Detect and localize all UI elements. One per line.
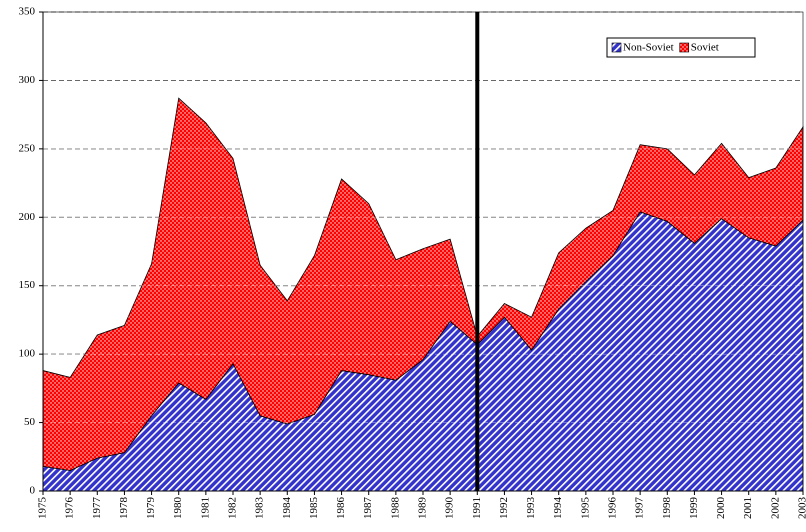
x-tick-label: 1978 (118, 497, 130, 520)
legend: Non-Soviet Soviet (606, 37, 756, 58)
x-tick-label: 1998 (661, 497, 673, 520)
x-tick-label: 1980 (172, 497, 184, 520)
x-tick-label: 1984 (281, 497, 293, 520)
x-tick-label: 1988 (389, 497, 401, 520)
y-tick-label: 300 (19, 74, 36, 86)
x-tick-label: 1976 (64, 497, 76, 520)
x-tick-label: 1977 (91, 497, 103, 520)
x-tick-label: 1989 (417, 497, 429, 520)
legend-swatch (611, 42, 622, 53)
legend-label: Soviet (691, 42, 719, 54)
x-tick-label: 1982 (227, 497, 239, 519)
x-tick-label: 1981 (199, 497, 211, 519)
x-tick-label: 2002 (769, 497, 781, 519)
x-tick-label: 1994 (552, 497, 564, 520)
y-tick-label: 200 (19, 211, 36, 223)
x-tick-label: 1987 (362, 497, 374, 520)
x-tick-label: 1995 (579, 497, 591, 520)
y-tick-label: 250 (19, 142, 36, 154)
legend-swatch (679, 42, 690, 53)
x-tick-label: 1996 (607, 497, 619, 520)
x-tick-label: 1991 (471, 497, 483, 519)
x-tick-label: 2001 (742, 497, 754, 519)
x-tick-label: 1999 (688, 497, 700, 520)
y-tick-label: 0 (30, 485, 36, 497)
x-tick-label: 2000 (715, 497, 727, 520)
y-tick-label: 150 (19, 279, 36, 291)
y-tick-label: 350 (19, 6, 36, 18)
x-tick-label: 1986 (335, 497, 347, 520)
x-tick-label: 1992 (498, 497, 510, 519)
x-tick-label: 1997 (634, 497, 646, 520)
x-tick-label: 1985 (308, 497, 320, 520)
y-tick-label: 100 (19, 348, 36, 360)
x-tick-label: 2003 (797, 497, 806, 520)
x-tick-label: 1975 (37, 497, 49, 520)
x-tick-label: 1990 (444, 497, 456, 520)
legend-label: Non-Soviet (623, 42, 674, 54)
x-tick-label: 1979 (145, 497, 157, 520)
x-tick-label: 1993 (525, 497, 537, 520)
y-tick-label: 50 (24, 416, 36, 428)
x-tick-label: 1983 (254, 497, 266, 520)
